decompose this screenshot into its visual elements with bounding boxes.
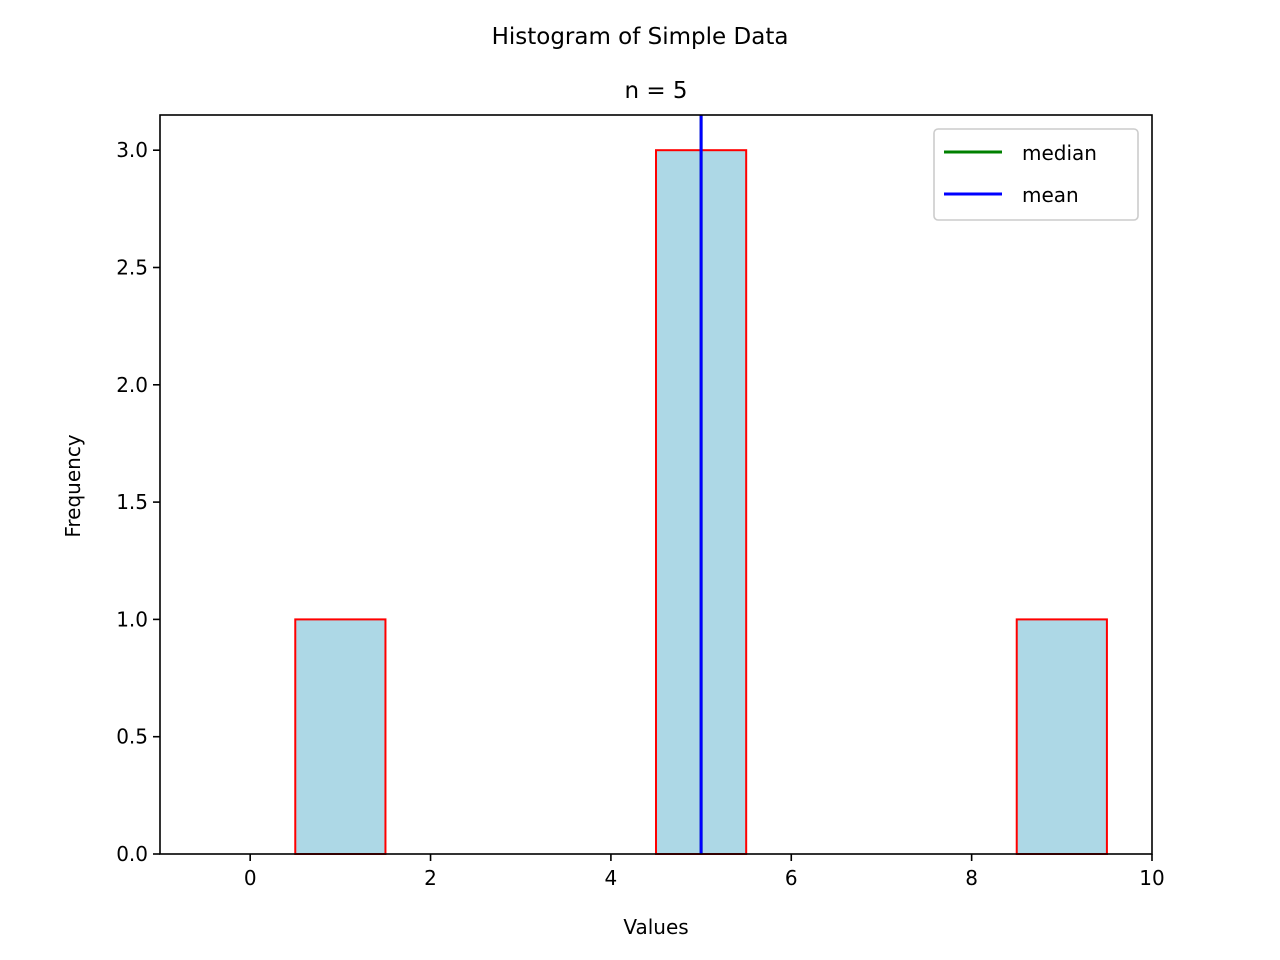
y-tick-label: 1.0 bbox=[116, 607, 148, 631]
legend: median mean bbox=[933, 128, 1139, 221]
y-tick-label: 2.5 bbox=[116, 255, 148, 279]
y-tick-label: 3.0 bbox=[116, 138, 148, 162]
chart-subtitle: n = 5 bbox=[624, 78, 687, 104]
chart-title: Histogram of Simple Data bbox=[492, 24, 789, 50]
legend-median-label: median bbox=[1022, 141, 1097, 165]
x-tick-label: 0 bbox=[244, 866, 257, 890]
y-tick-label: 0.0 bbox=[116, 842, 148, 866]
plot-area-frame bbox=[159, 114, 1153, 855]
y-axis-label: Frequency bbox=[61, 434, 85, 537]
x-tick-label: 2 bbox=[424, 866, 437, 890]
x-axis-ticks: 0 2 4 6 8 10 bbox=[244, 854, 1165, 890]
legend-mean-label: mean bbox=[1022, 183, 1079, 207]
y-tick-label: 1.5 bbox=[116, 490, 148, 514]
x-tick-label: 4 bbox=[605, 866, 618, 890]
y-tick-label: 0.5 bbox=[116, 725, 148, 749]
y-axis-ticks: 0.0 0.5 1.0 1.5 2.0 2.5 3.0 bbox=[116, 138, 160, 866]
x-tick-label: 6 bbox=[785, 866, 798, 890]
x-tick-label: 10 bbox=[1139, 866, 1164, 890]
histogram-bar-0 bbox=[294, 618, 387, 856]
histogram-bar-2 bbox=[1015, 618, 1108, 856]
x-axis-label: Values bbox=[623, 915, 688, 939]
x-tick-label: 8 bbox=[965, 866, 978, 890]
y-tick-label: 2.0 bbox=[116, 373, 148, 397]
